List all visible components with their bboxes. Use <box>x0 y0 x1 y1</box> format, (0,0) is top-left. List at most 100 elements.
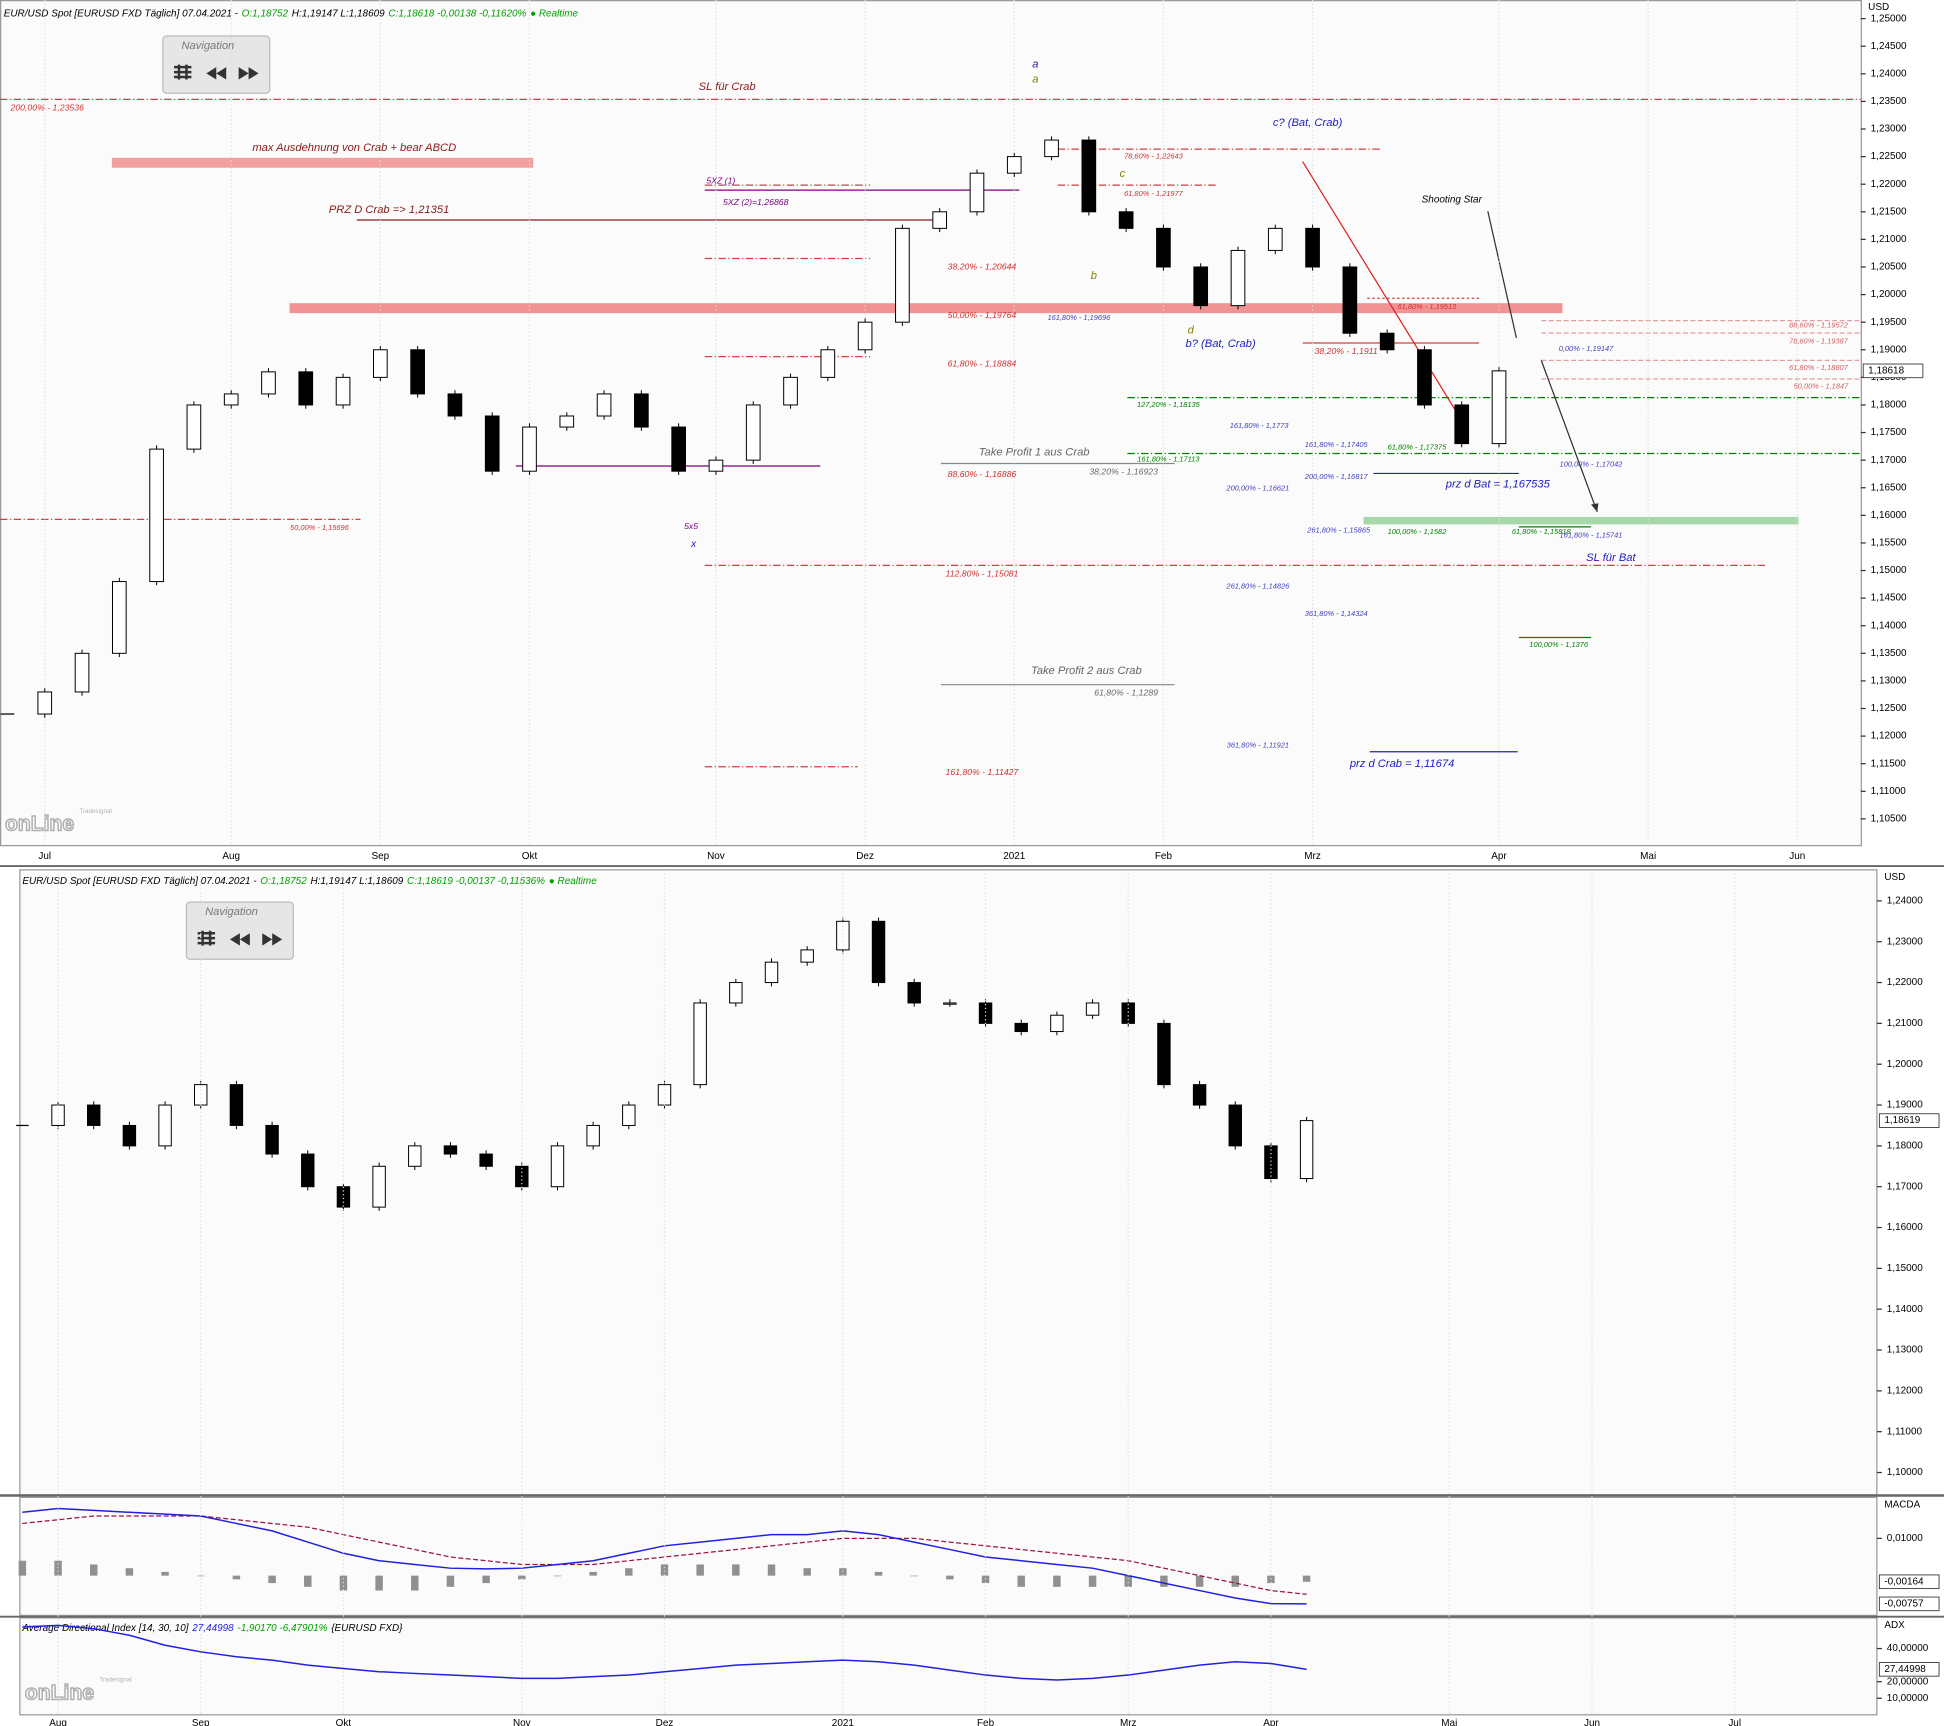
y-tick-label: 1,18000 <box>1887 1140 1923 1151</box>
annotation: a <box>1032 59 1038 71</box>
y-tick-label: 1,19000 <box>1887 1100 1923 1111</box>
y-tick-label: 1,13000 <box>1871 676 1907 687</box>
header-part: {EURUSD FXD} <box>331 1622 403 1633</box>
y-tick-label: 1,21500 <box>1871 206 1907 217</box>
forward-button[interactable] <box>262 933 283 946</box>
header-part: O:1,18752 <box>242 8 289 19</box>
y-tick-label: 1,21000 <box>1887 1018 1923 1029</box>
y-tick-label: 1,17000 <box>1871 455 1907 466</box>
candle <box>522 426 537 472</box>
logo-small: Tradesignal <box>80 808 112 815</box>
candle <box>550 1145 565 1188</box>
y-tick-label: 1,15000 <box>1871 565 1907 576</box>
annotation: 61,80% - 1,1289 <box>1094 688 1158 698</box>
candle <box>1006 156 1022 174</box>
histogram-bar <box>767 1564 776 1576</box>
navigation-box[interactable]: Navigation <box>162 35 271 94</box>
y-tick-label: 1,23000 <box>1887 936 1923 947</box>
candle <box>1085 1002 1100 1016</box>
candle <box>895 227 910 323</box>
y-tick-label: 1,14000 <box>1887 1304 1923 1315</box>
y-tick-label: 1,22000 <box>1871 179 1907 190</box>
navigation-box[interactable]: Navigation <box>185 901 294 960</box>
annotation: 38,20% - 1,1911 <box>1315 346 1378 356</box>
annotation: 261,80% - 1,14826 <box>1225 581 1290 590</box>
price-tag <box>1878 1662 1940 1677</box>
x-tick-label: Okt <box>336 1718 352 1726</box>
y-tick-label: 1,14000 <box>1871 620 1907 631</box>
menu-icon[interactable] <box>174 64 192 80</box>
y-tick-label: 1,20000 <box>1871 289 1907 300</box>
candle <box>1156 227 1171 268</box>
x-tick-label: Jun <box>1584 1718 1600 1726</box>
histogram-bar <box>732 1564 740 1576</box>
axis-unit: USD <box>1884 872 1905 883</box>
header-part: EUR/USD Spot [EURUSD FXD Täglich] 07.04.… <box>4 8 239 19</box>
back-button[interactable] <box>229 933 250 946</box>
x-tick-label: Apr <box>1263 1718 1279 1726</box>
price-tag-label: 1,18619 <box>1884 1115 1920 1126</box>
price-tag-label: 1,18618 <box>1868 365 1904 376</box>
y-tick-label: 1,10500 <box>1871 814 1907 825</box>
y-tick-label: 1,12000 <box>1871 731 1907 742</box>
candle <box>1267 227 1283 251</box>
annotation: 50,00% - 1,15696 <box>290 523 350 532</box>
header-part: Average Directional Index [14, 30, 10] <box>21 1622 188 1633</box>
y-tick-label: 1,23000 <box>1871 124 1907 135</box>
histogram-bar <box>197 1575 205 1577</box>
candle <box>1305 227 1320 268</box>
candle <box>1081 139 1097 213</box>
y-tick-label: 1,16500 <box>1871 482 1907 493</box>
annotation: 38,20% - 1,16923 <box>1089 466 1158 476</box>
candle <box>969 172 985 213</box>
candle <box>443 1145 458 1155</box>
annotation: 200,00% - 1,16817 <box>1304 472 1369 481</box>
annotation: 161,80% - 1,17113 <box>1137 455 1200 464</box>
annotation: 100,00% - 1,17042 <box>1560 460 1624 469</box>
x-tick-label: Sep <box>372 851 390 862</box>
navigation-panel <box>162 35 271 94</box>
annotation: 38,20% - 1,20644 <box>948 261 1017 271</box>
signal-line <box>22 1515 1307 1595</box>
histogram-bar <box>625 1568 633 1576</box>
histogram-bar <box>232 1575 241 1580</box>
y-tick-label: 1,22500 <box>1871 151 1907 162</box>
y-tick-label: 1,14500 <box>1871 593 1907 604</box>
navigation-panel <box>185 901 294 960</box>
y-tick-label: 1,21000 <box>1871 234 1907 245</box>
candle <box>1044 139 1059 158</box>
candle <box>336 1186 351 1208</box>
logo: Tradesignal onLine <box>24 1677 132 1705</box>
x-tick-label: Aug <box>222 851 240 862</box>
forward-button[interactable] <box>238 67 259 80</box>
candle <box>1379 332 1395 351</box>
candle <box>907 982 921 1004</box>
y-tick-label: 1,17500 <box>1871 427 1907 438</box>
x-tick-label: Mai <box>1640 851 1656 862</box>
y-tick-label: 1,11000 <box>1871 786 1907 797</box>
header-part: C:1,18618 -0,00138 -0,11620% <box>388 8 526 19</box>
price-tag <box>1878 1574 1940 1590</box>
candle <box>586 1124 600 1147</box>
annotation: 200,00% - 1,16621 <box>1225 483 1289 492</box>
candle <box>335 376 351 406</box>
menu-icon[interactable] <box>197 930 216 946</box>
line <box>22 1624 1307 1681</box>
histogram-bar <box>18 1560 27 1576</box>
candle <box>596 393 612 417</box>
candle <box>484 415 500 472</box>
back-button[interactable] <box>206 67 227 80</box>
candle <box>1228 1104 1242 1147</box>
price-tag <box>1862 363 1924 379</box>
annotation: c? (Bat, Crab) <box>1273 117 1343 129</box>
histogram-bar <box>1088 1575 1097 1587</box>
candle <box>671 426 686 472</box>
annotation: 200,00% - 1,23536 <box>10 102 85 112</box>
y-tick-label: 1,11000 <box>1887 1426 1923 1437</box>
candle <box>1050 1014 1064 1033</box>
axis-unit: USD <box>1868 2 1889 13</box>
candle <box>298 371 314 406</box>
price-tag-label: -0,00757 <box>1884 1598 1924 1609</box>
upper-plot <box>0 0 1862 847</box>
x-tick-label: Mrz <box>1304 851 1321 862</box>
